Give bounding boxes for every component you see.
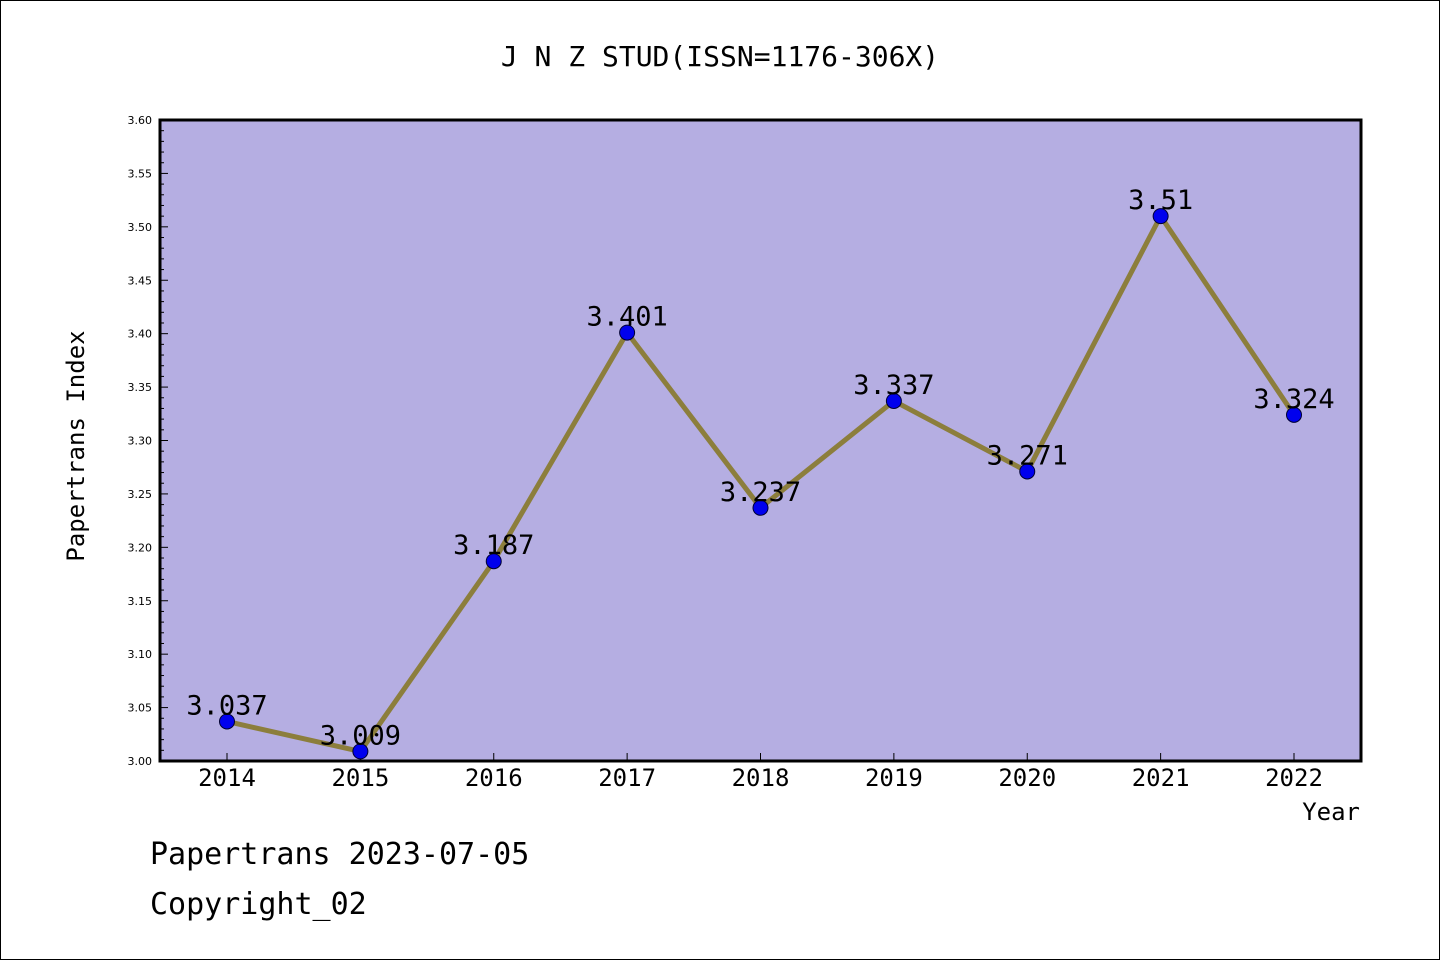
data-label: 3.009 — [320, 720, 401, 751]
footer-copyright: Copyright_02 — [150, 887, 367, 922]
x-axis-label: Year — [1302, 798, 1360, 826]
data-point — [219, 713, 235, 730]
x-tick-label: 2020 — [998, 764, 1056, 792]
y-tick-label: 3.55 — [128, 167, 153, 180]
data-point — [1152, 208, 1169, 225]
data-point — [485, 553, 502, 570]
data-point — [352, 743, 369, 760]
data-points — [219, 208, 1302, 760]
data-point — [752, 499, 769, 516]
data-label: 3.337 — [853, 370, 934, 401]
y-axis-label: Papertrans Index — [62, 330, 90, 561]
y-tick-label: 3.00 — [128, 755, 153, 768]
y-tick-label: 3.35 — [128, 381, 153, 394]
y-tick-label: 3.20 — [128, 541, 153, 554]
data-label: 3.187 — [453, 530, 534, 561]
data-label: 3.324 — [1253, 384, 1334, 415]
x-tick-label: 2015 — [331, 764, 389, 792]
x-tick-label: 2019 — [865, 764, 923, 792]
data-label: 3.51 — [1128, 185, 1193, 216]
y-tick-label: 3.60 — [128, 114, 153, 127]
data-point — [1286, 406, 1302, 423]
chart-title: J N Z STUD(ISSN=1176-306X) — [501, 40, 939, 73]
x-tick-label: 2016 — [465, 764, 523, 792]
x-tick-label: 2017 — [598, 764, 656, 792]
x-tick-label: 2014 — [198, 764, 256, 792]
data-label: 3.401 — [586, 302, 667, 333]
data-point — [1019, 463, 1036, 480]
y-tick-label: 3.40 — [128, 328, 153, 341]
y-axis: 3.00 3.05 3.10 3.15 3.20 3.25 3.30 3.35 3.40 3.45… — [128, 114, 168, 768]
data-label: 3.037 — [186, 690, 267, 721]
plot-area — [158, 118, 1363, 763]
data-labels: 3.037 3.009 3.187 3.401 3.237 3.337 3.271 3.51 3… — [186, 185, 1334, 751]
y-tick-label: 3.15 — [128, 595, 153, 608]
y-tick-label: 3.50 — [128, 221, 153, 234]
data-label: 3.271 — [987, 440, 1068, 471]
x-axis: 2014 2015 2016 2017 2018 2019 2020 2021 2022 — [198, 753, 1323, 792]
data-label: 3.237 — [720, 477, 801, 508]
data-point — [619, 324, 636, 341]
y-tick-label: 3.25 — [128, 488, 153, 501]
x-tick-label: 2021 — [1132, 764, 1190, 792]
data-point — [885, 392, 902, 409]
y-tick-label: 3.45 — [128, 274, 153, 287]
x-tick-label: 2018 — [732, 764, 790, 792]
y-tick-label: 3.10 — [128, 648, 153, 661]
footer-date: Papertrans 2023-07-05 — [150, 837, 529, 872]
y-tick-label: 3.05 — [128, 702, 153, 715]
x-tick-label: 2022 — [1265, 764, 1323, 792]
y-tick-label: 3.30 — [128, 435, 153, 448]
